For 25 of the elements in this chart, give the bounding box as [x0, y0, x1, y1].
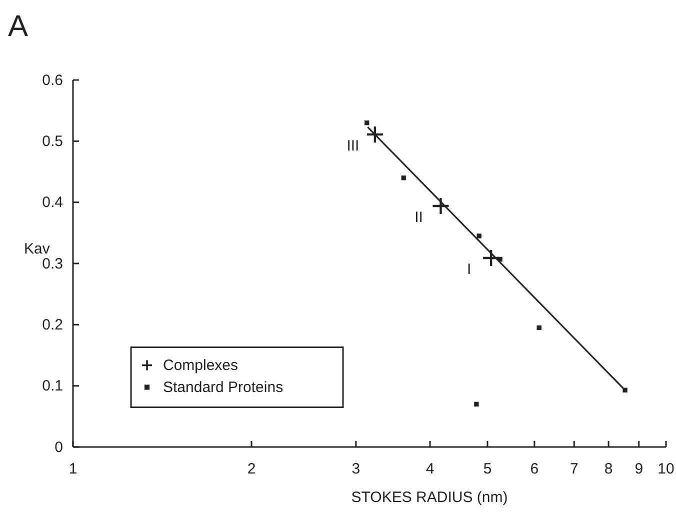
- x-tick-label: 3: [352, 460, 360, 478]
- x-tick-label: 8: [604, 460, 613, 478]
- x-axis-title: STOKES RADIUS (nm): [351, 489, 508, 506]
- y-tick-label: 0.6: [42, 72, 63, 89]
- legend-label: Standard Proteins: [163, 379, 284, 396]
- y-tick-label: 0: [54, 438, 63, 456]
- annotation: III: [346, 137, 360, 154]
- x-tick-label: 7: [570, 460, 578, 478]
- x-tick-label: 4: [426, 460, 434, 478]
- y-tick-label: 0.3: [42, 255, 63, 272]
- x-tick-label: 1: [68, 460, 78, 478]
- x-tick-label: 6: [530, 460, 539, 478]
- y-axis-title: Kav: [24, 240, 50, 258]
- y-tick-label: 0.4: [42, 194, 63, 212]
- x-tick-label: 2: [247, 460, 256, 478]
- y-tick-label: 0.5: [42, 132, 63, 150]
- annotation: I: [466, 260, 472, 278]
- annotation: II: [414, 209, 423, 226]
- legend-label: Complexes: [163, 357, 238, 374]
- x-tick-label: 9: [634, 460, 644, 478]
- chart-title: A: [8, 10, 28, 43]
- y-tick-label: 0.2: [42, 316, 63, 334]
- x-tick-label: 5: [483, 460, 492, 478]
- y-tick-label: 0.1: [42, 378, 63, 395]
- x-tick-label: 10: [658, 460, 674, 478]
